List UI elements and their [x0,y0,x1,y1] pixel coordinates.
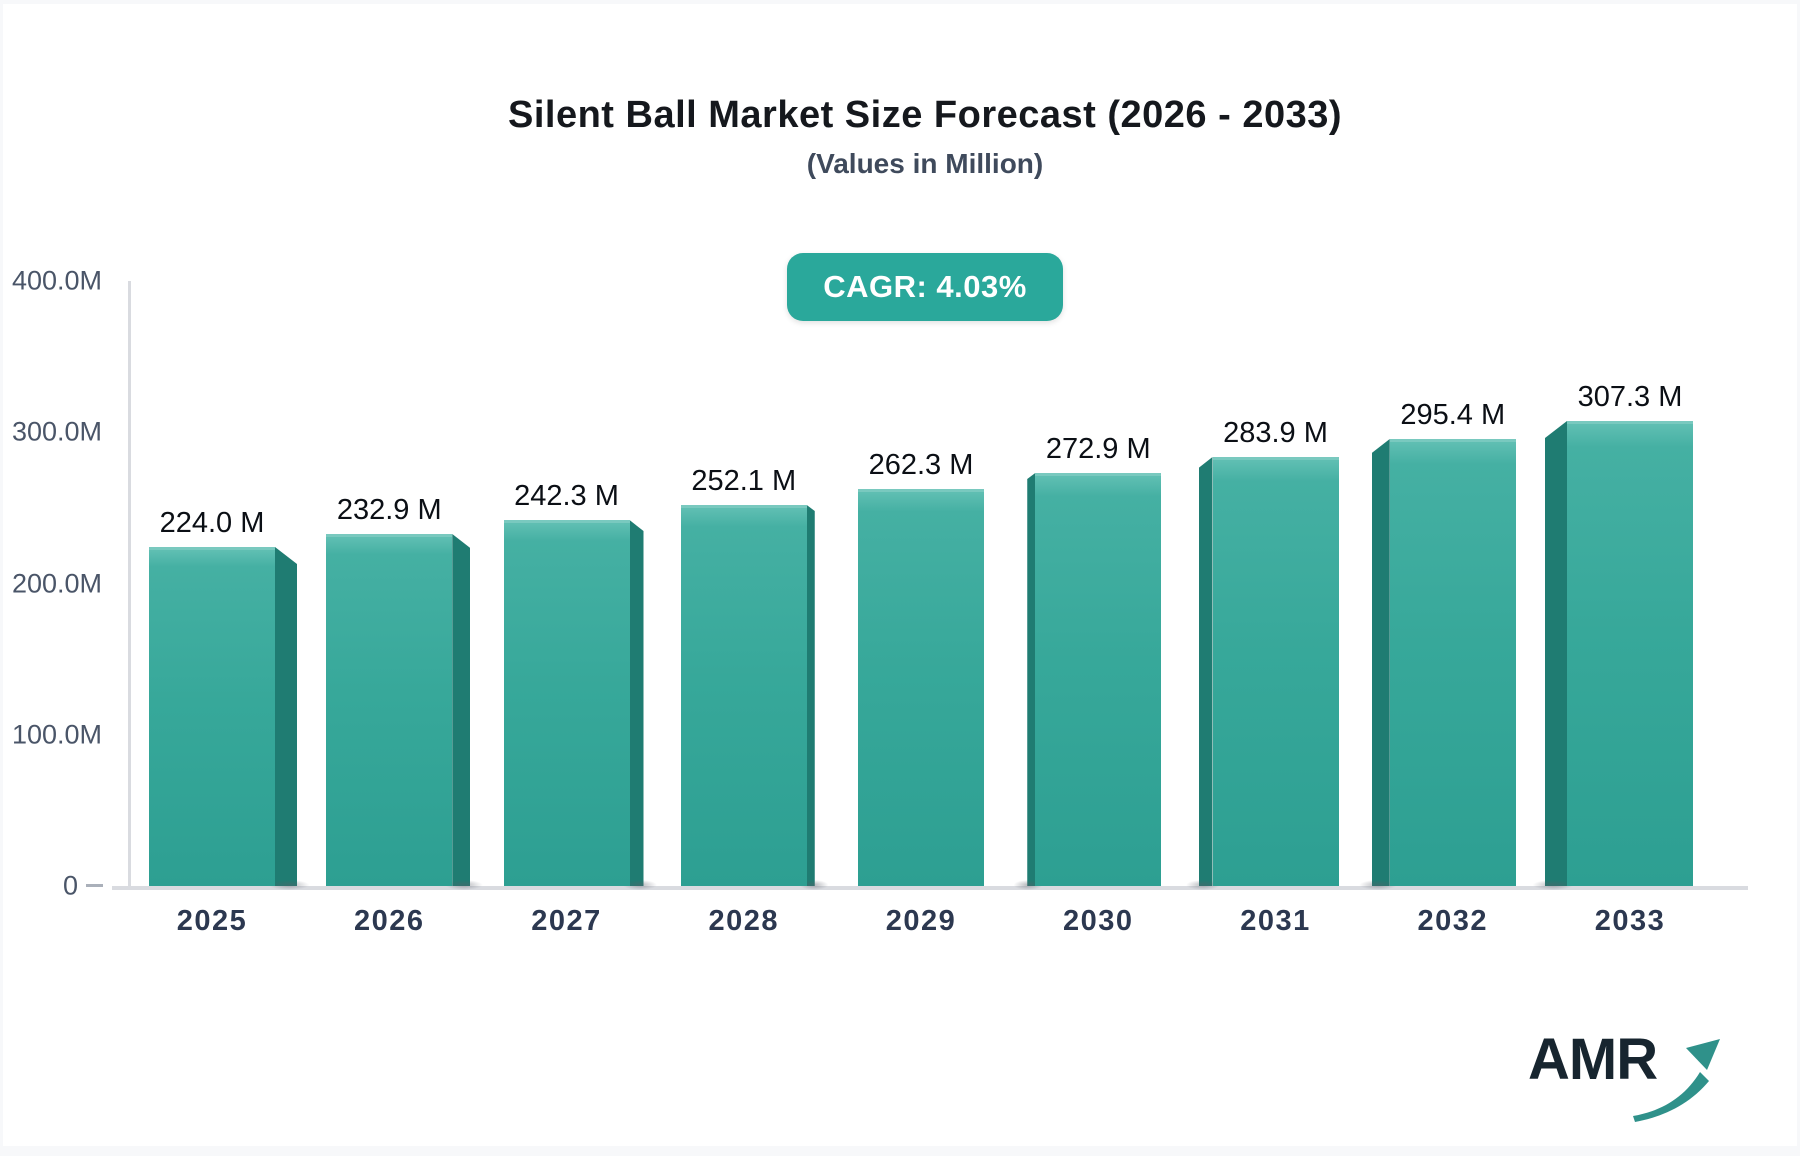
y-axis-label: 100.0M [11,719,102,750]
bar-2031 [1212,457,1339,886]
bar-3d-side-2031 [1198,457,1213,886]
bar-2025 [149,547,275,886]
bar-value-label-2027: 242.3 M [514,480,619,512]
x-axis-label-2029: 2029 [885,905,957,937]
growth-arrow-icon [1633,1039,1720,1122]
bar-value-label-2028: 252.1 M [691,465,797,497]
bar-3d-side-2025 [275,547,297,886]
bar-2033 [1567,421,1693,886]
bar-2029 [858,489,984,886]
bar-3d-side-2030 [1027,473,1036,886]
bar-value-label-2031: 283.9 M [1223,417,1328,449]
chart-title: Silent Ball Market Size Forecast (2026 -… [507,94,1343,136]
x-axis-label-2033: 2033 [1594,905,1666,937]
bar-2030 [1035,473,1162,886]
y-axis-line [128,281,131,886]
y-axis-label: 200.0M [11,568,102,598]
bar-ground-shadow [442,879,487,891]
bar-value-label-2030: 272.9 M [1045,433,1151,465]
bar-value-label-2029: 262.3 M [868,449,974,481]
bar-ground-shadow [1355,879,1400,891]
bar-3d-side-2027 [629,520,644,886]
x-axis-label-2031: 2031 [1240,905,1311,937]
x-axis-label-2028: 2028 [708,905,779,937]
bar-value-label-2032: 295.4 M [1400,399,1506,431]
bar-ground-shadow [265,879,313,891]
bar-2028 [680,505,807,886]
bar-value-label-2025: 224.0 M [159,507,265,539]
bar-2027 [503,520,630,886]
cagr-badge: CAGR: 4.03% [787,253,1063,321]
x-axis-label-2032: 2032 [1417,905,1488,937]
x-axis-line [112,886,1748,890]
bar-ground-shadow [619,879,660,891]
y-axis-label: 300.0M [11,416,102,447]
bar-3d-side-2032 [1371,439,1390,886]
bar-value-label-2026: 232.9 M [336,494,442,526]
bar-3d-side-2033 [1545,421,1567,886]
frame-edge-bottom [0,1146,1800,1156]
y-axis-zero-tick [86,884,103,887]
x-axis-label-2025: 2025 [176,905,248,937]
y-axis-label: 0 [62,870,78,901]
x-axis-label-2030: 2030 [1062,905,1134,937]
frame-edge-top [0,0,1800,4]
bar-3d-side-2028 [806,505,815,886]
bar-ground-shadow [1529,879,1577,891]
bar-2026 [326,534,453,886]
x-axis-label-2026: 2026 [353,905,425,937]
y-axis-label: 400.0M [11,265,102,296]
x-axis-label-2027: 2027 [531,905,602,937]
frame-edge-left [0,0,3,1156]
amr-logo: AMR [1528,1026,1728,1126]
cagr-badge-row: CAGR: 4.03% [0,253,1800,321]
bar-3d-side-2026 [452,534,471,886]
amr-logo-text: AMR [1528,1027,1658,1092]
bar-2032 [1389,439,1516,886]
frame-edge-right [1797,0,1800,1156]
chart-subtitle: (Values in Million) [806,148,1044,179]
bar-value-label-2033: 307.3 M [1577,381,1683,413]
